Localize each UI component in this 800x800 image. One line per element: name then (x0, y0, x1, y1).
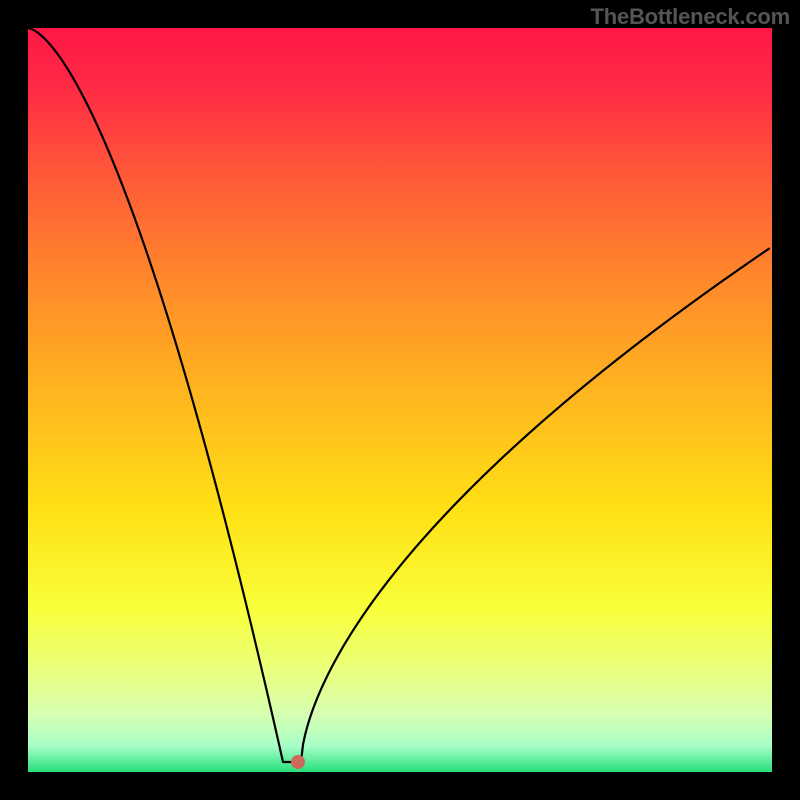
chart-stage: TheBottleneck.com (0, 0, 800, 800)
gradient-plot-area (28, 28, 772, 772)
chart-svg (0, 0, 800, 800)
watermark-text: TheBottleneck.com (590, 4, 790, 30)
optimal-point-marker (291, 755, 305, 769)
